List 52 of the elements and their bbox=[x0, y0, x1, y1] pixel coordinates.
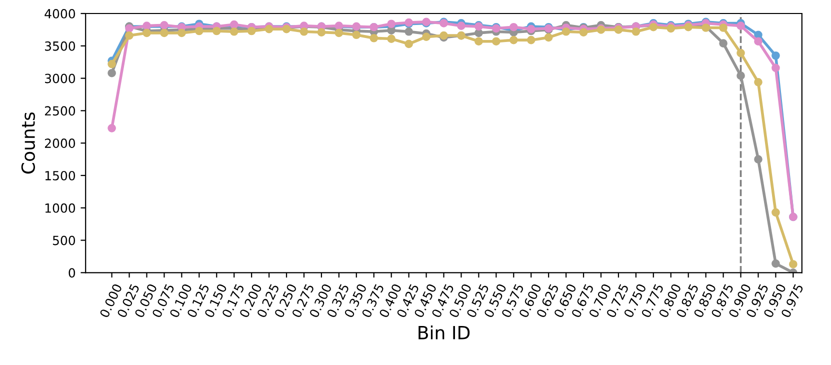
point bbox=[334, 28, 344, 38]
point bbox=[108, 60, 116, 68]
point bbox=[108, 124, 116, 132]
point bbox=[474, 37, 483, 46]
point bbox=[772, 51, 780, 60]
point bbox=[754, 155, 762, 164]
point bbox=[772, 64, 780, 72]
point bbox=[352, 30, 361, 40]
point bbox=[317, 28, 326, 36]
point bbox=[789, 260, 798, 268]
point bbox=[474, 28, 483, 38]
point bbox=[404, 40, 413, 48]
point bbox=[404, 27, 413, 36]
point bbox=[632, 27, 640, 36]
y-tick-label: 1000 bbox=[45, 203, 76, 213]
point bbox=[579, 28, 588, 36]
point bbox=[719, 24, 728, 32]
point bbox=[160, 28, 168, 38]
point bbox=[457, 22, 466, 30]
point bbox=[230, 27, 238, 36]
y-tick-label: 1500 bbox=[45, 170, 76, 180]
y-axis-title: Counts bbox=[21, 112, 36, 174]
x-axis-title: Bin ID bbox=[418, 325, 470, 340]
y-tick-label: 4000 bbox=[44, 8, 76, 18]
point bbox=[754, 37, 762, 46]
point bbox=[526, 36, 536, 44]
y-tick-label: 500 bbox=[52, 236, 76, 246]
point bbox=[422, 32, 430, 41]
y-tick-label: 3000 bbox=[45, 74, 76, 84]
point bbox=[772, 208, 780, 217]
point bbox=[509, 22, 518, 32]
point bbox=[509, 36, 518, 44]
point bbox=[212, 26, 221, 36]
point bbox=[544, 33, 553, 42]
point bbox=[492, 37, 500, 46]
point bbox=[719, 39, 728, 48]
y-tick-label: 3500 bbox=[45, 41, 76, 51]
point bbox=[387, 34, 396, 43]
point bbox=[178, 28, 186, 38]
point bbox=[370, 34, 378, 42]
y-tick-label: 0 bbox=[68, 268, 76, 278]
point bbox=[754, 78, 762, 86]
point bbox=[736, 22, 745, 30]
point bbox=[125, 31, 134, 40]
point bbox=[300, 27, 308, 36]
point bbox=[736, 72, 745, 80]
y-tick-label: 2000 bbox=[44, 138, 76, 148]
point bbox=[387, 20, 396, 28]
y-tick-label: 2500 bbox=[44, 106, 76, 116]
point bbox=[772, 259, 780, 268]
point bbox=[108, 68, 116, 78]
point bbox=[736, 48, 745, 58]
